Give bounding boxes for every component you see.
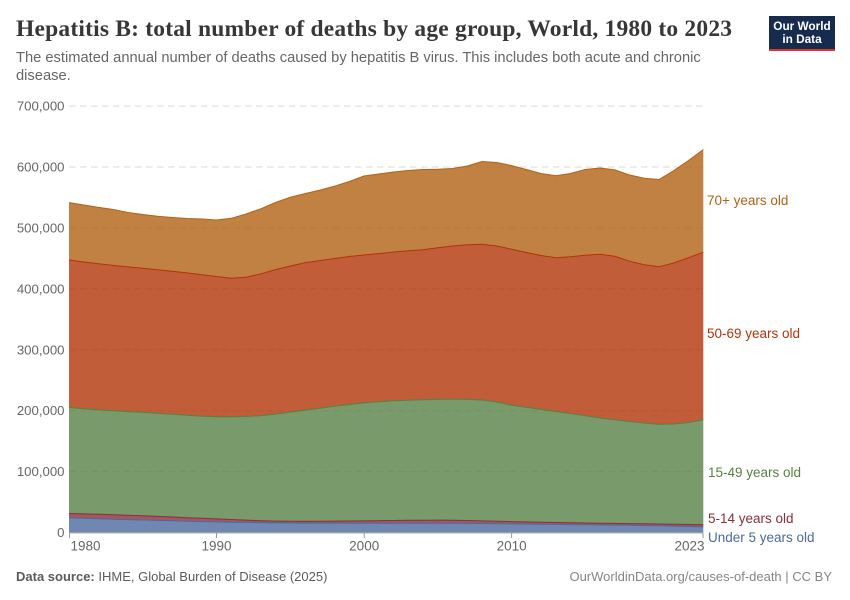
svg-text:500,000: 500,000 (17, 220, 65, 235)
svg-text:100,000: 100,000 (17, 464, 65, 479)
svg-text:2000: 2000 (349, 539, 379, 554)
svg-text:1980: 1980 (71, 539, 101, 554)
svg-text:200,000: 200,000 (17, 403, 65, 418)
svg-text:600,000: 600,000 (17, 160, 65, 175)
svg-text:0: 0 (57, 525, 64, 540)
svg-text:300,000: 300,000 (17, 342, 65, 357)
svg-text:400,000: 400,000 (17, 281, 65, 296)
svg-text:2010: 2010 (497, 539, 527, 554)
svg-text:700,000: 700,000 (17, 99, 65, 114)
svg-text:1990: 1990 (201, 539, 231, 554)
svg-text:2023: 2023 (674, 539, 704, 554)
